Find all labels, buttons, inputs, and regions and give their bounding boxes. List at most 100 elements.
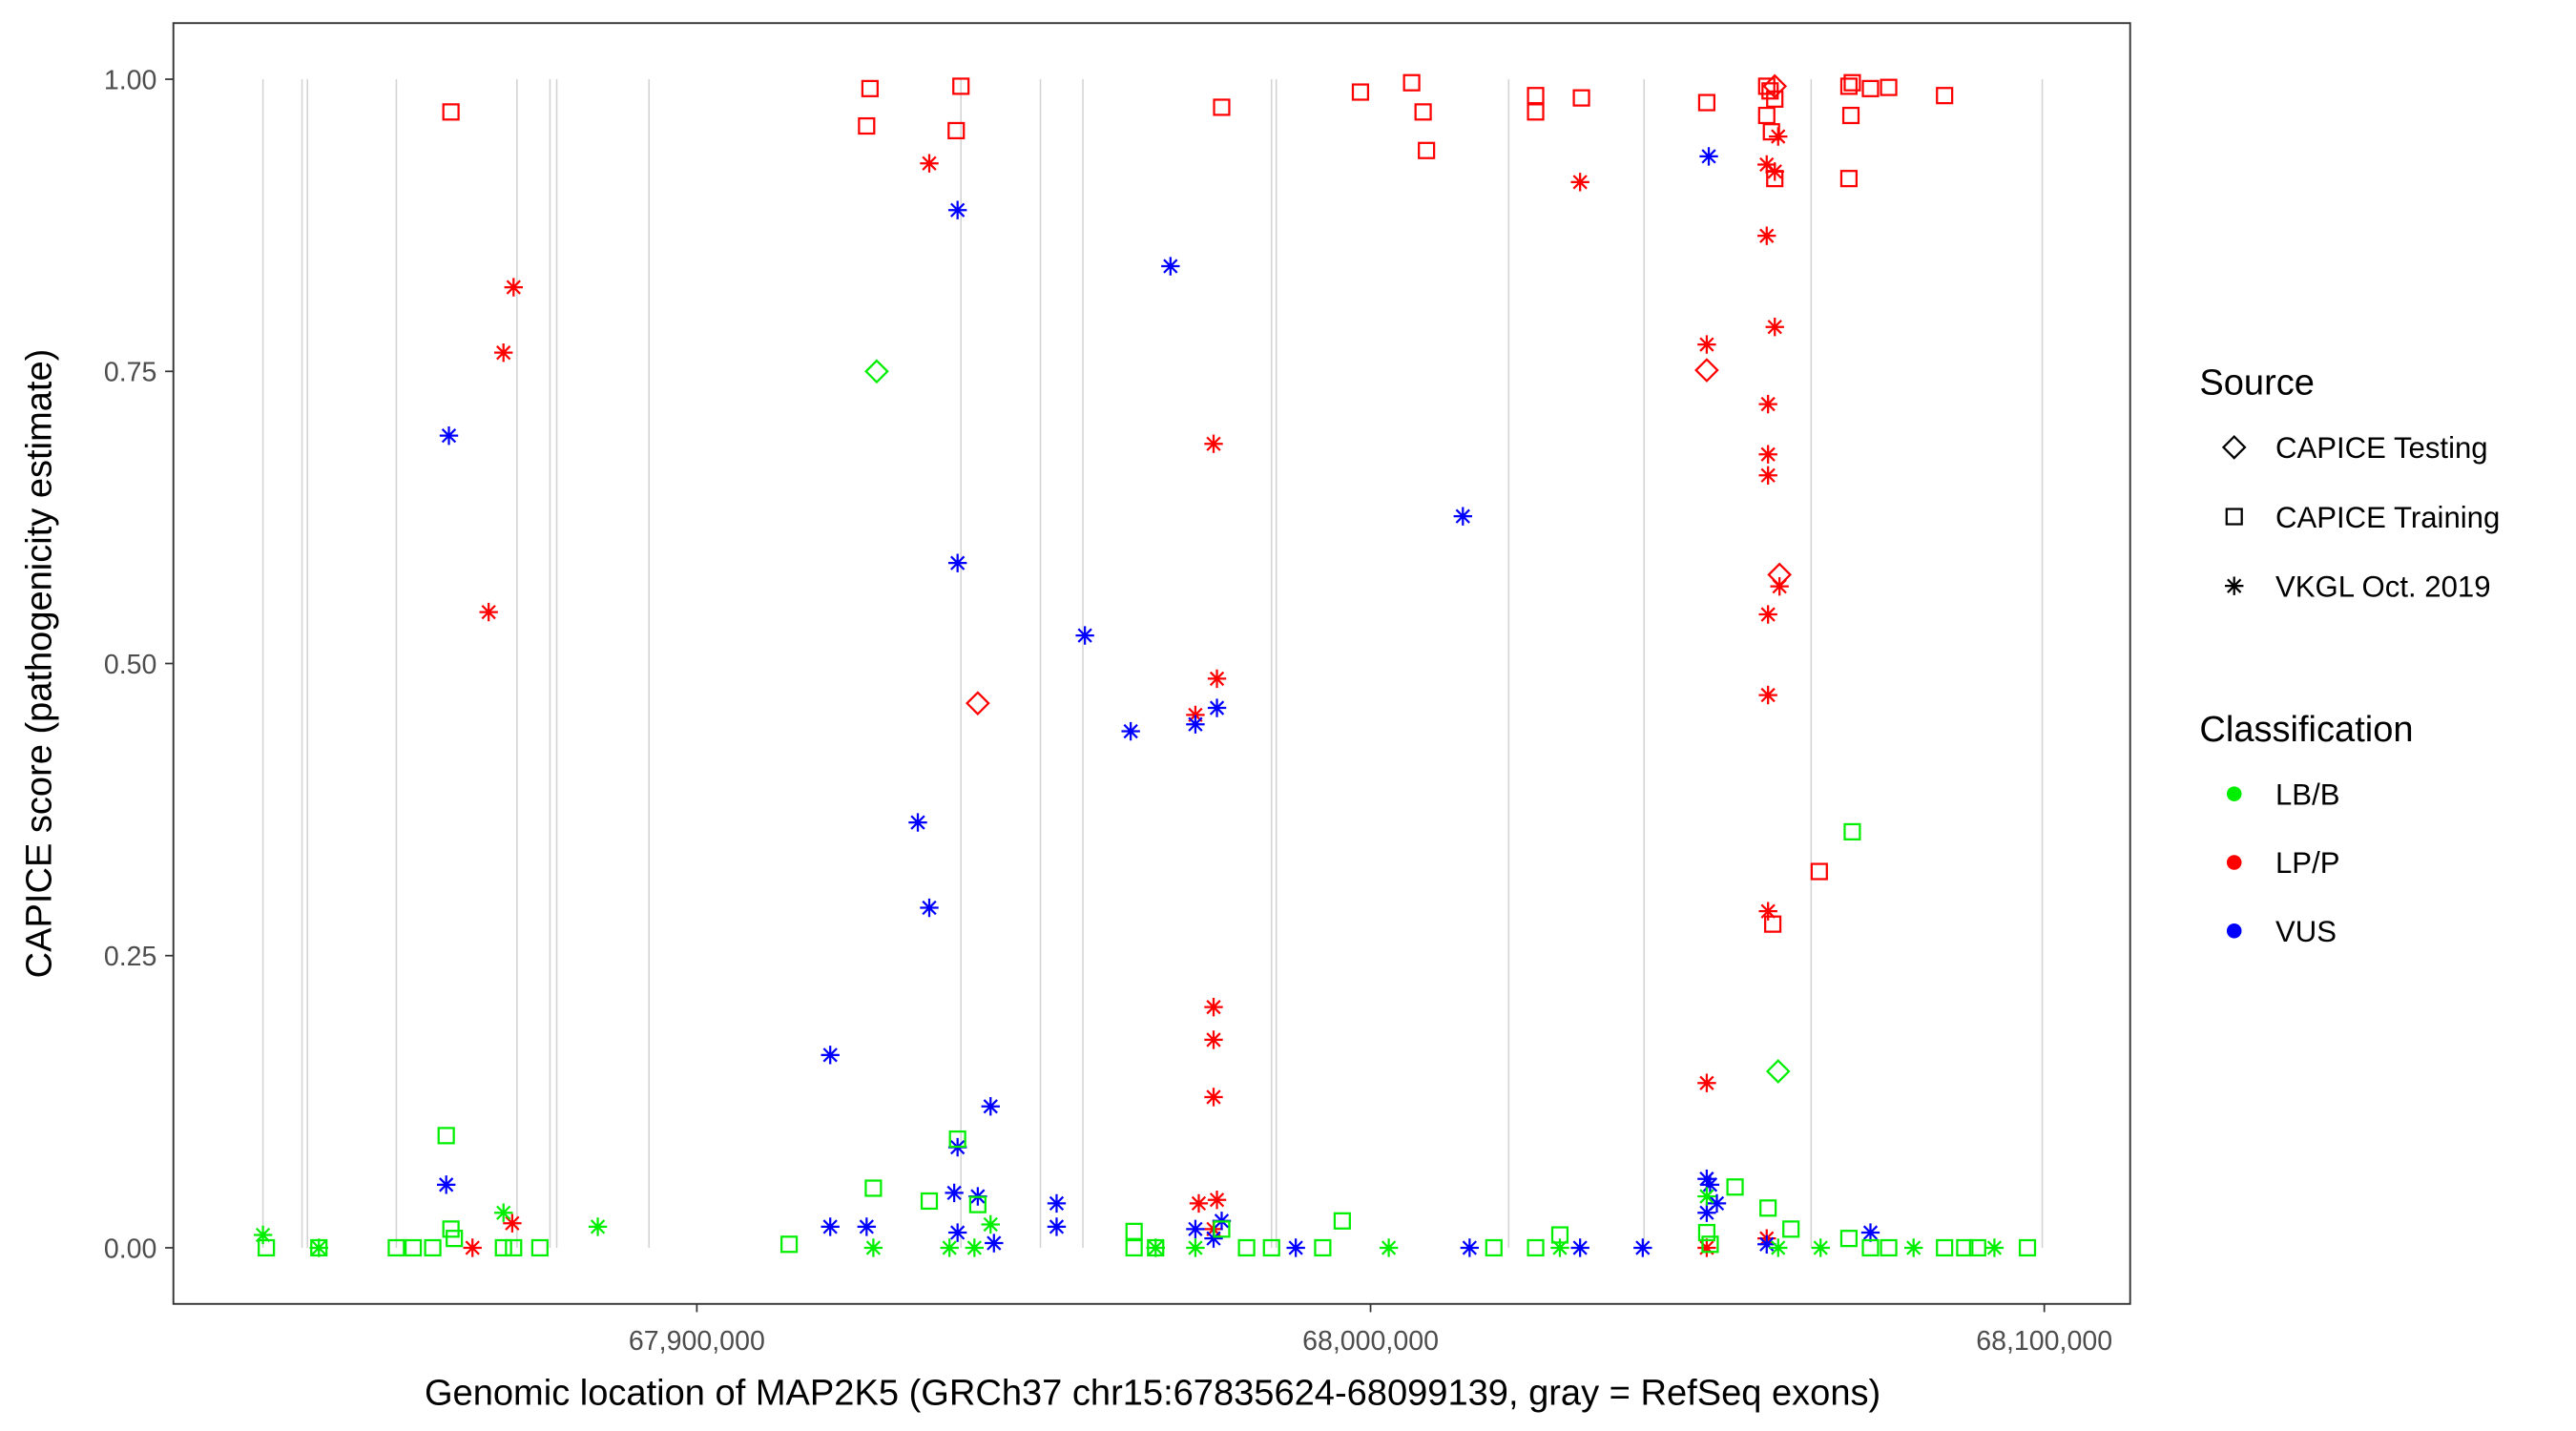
legend-dot-icon bbox=[2226, 855, 2242, 870]
data-point bbox=[1189, 1193, 1209, 1213]
data-point bbox=[985, 1234, 1004, 1253]
series-vkgl-oct-2019-lb-b bbox=[253, 1187, 2005, 1257]
data-point bbox=[948, 1130, 966, 1149]
data-point bbox=[1204, 434, 1223, 453]
data-point bbox=[1757, 226, 1776, 245]
data-point bbox=[1726, 1178, 1744, 1196]
data-point bbox=[1527, 87, 1545, 105]
data-point bbox=[1765, 1059, 1791, 1084]
data-point bbox=[821, 1046, 840, 1065]
data-point bbox=[1204, 1229, 1223, 1248]
data-point bbox=[1904, 1238, 1923, 1257]
legend-classification-item: LB/B bbox=[2275, 778, 2339, 811]
data-point bbox=[780, 1235, 799, 1254]
data-point bbox=[920, 154, 939, 173]
data-point bbox=[1766, 90, 1784, 108]
data-point bbox=[945, 1183, 964, 1203]
data-point bbox=[1765, 162, 1784, 181]
data-point bbox=[1810, 862, 1828, 881]
data-point bbox=[864, 359, 889, 384]
data-point bbox=[1843, 822, 1861, 840]
legend-square-icon bbox=[2225, 508, 2243, 526]
data-point bbox=[437, 1127, 455, 1145]
data-points bbox=[253, 73, 2037, 1257]
exon-lines bbox=[261, 79, 2044, 1248]
data-point bbox=[947, 1223, 967, 1242]
data-point bbox=[1843, 73, 1861, 92]
data-point bbox=[1204, 997, 1223, 1017]
data-point bbox=[1697, 335, 1716, 354]
data-point bbox=[1333, 1212, 1351, 1230]
data-point bbox=[1146, 1238, 1165, 1257]
data-point bbox=[1936, 87, 1954, 105]
data-point bbox=[588, 1217, 608, 1236]
data-point bbox=[1207, 1191, 1227, 1210]
data-point bbox=[494, 1238, 512, 1257]
data-point bbox=[1769, 1238, 1788, 1257]
data-point bbox=[1550, 1238, 1569, 1257]
legend-dot-icon bbox=[2226, 923, 2242, 939]
data-point bbox=[446, 1230, 464, 1248]
data-point bbox=[1207, 669, 1227, 689]
data-point bbox=[940, 1238, 959, 1257]
data-point bbox=[1880, 1238, 1898, 1257]
data-point bbox=[309, 1238, 328, 1257]
data-point bbox=[1758, 394, 1777, 414]
data-point bbox=[1694, 358, 1719, 383]
data-point bbox=[966, 691, 990, 716]
data-point bbox=[1839, 77, 1858, 95]
data-point bbox=[968, 1195, 987, 1213]
data-point bbox=[253, 1225, 273, 1245]
data-point bbox=[387, 1238, 405, 1257]
data-point bbox=[1758, 605, 1777, 624]
data-point bbox=[1765, 318, 1784, 337]
data-point bbox=[1314, 1238, 1332, 1257]
data-point bbox=[437, 1175, 456, 1194]
legend-dot-icon bbox=[2226, 786, 2242, 801]
data-point bbox=[1758, 445, 1777, 464]
data-point bbox=[1758, 902, 1777, 921]
data-point bbox=[920, 898, 939, 918]
data-point bbox=[1186, 705, 1205, 725]
series-vkgl-oct-2019-lp-p bbox=[463, 127, 1789, 1257]
data-point bbox=[505, 1238, 523, 1257]
series-capice-training-lp-p bbox=[442, 73, 1954, 933]
data-point bbox=[1860, 1223, 1880, 1242]
data-point bbox=[1839, 1230, 1858, 1248]
data-point bbox=[1861, 79, 1880, 97]
data-point bbox=[947, 200, 967, 219]
data-point bbox=[1936, 1238, 1954, 1257]
data-point bbox=[463, 1238, 482, 1257]
data-point bbox=[1527, 1238, 1545, 1257]
data-point bbox=[981, 1097, 1000, 1116]
data-point bbox=[1758, 685, 1777, 705]
data-point bbox=[1414, 103, 1432, 121]
data-point bbox=[1839, 170, 1858, 188]
data-point bbox=[1697, 1223, 1715, 1242]
data-point bbox=[494, 1203, 513, 1222]
data-point bbox=[1186, 1238, 1205, 1257]
data-point bbox=[1572, 89, 1590, 107]
data-point bbox=[1984, 1238, 2005, 1257]
data-point bbox=[858, 116, 876, 135]
data-point bbox=[857, 1217, 877, 1236]
data-point bbox=[442, 1220, 460, 1238]
data-point bbox=[965, 1238, 985, 1257]
y-axis: 0.00 0.25 0.50 0.75 1.00 bbox=[104, 65, 174, 1264]
y-axis-title: CAPICE score (pathogenicity estimate) bbox=[20, 349, 60, 979]
data-point bbox=[1861, 1238, 1880, 1257]
x-axis-title: Genomic location of MAP2K5 (GRCh37 chr15… bbox=[425, 1373, 1880, 1413]
series-capice-training-lb-b bbox=[258, 822, 2037, 1257]
series-capice-testing-lb-b bbox=[864, 359, 1791, 1084]
x-tick-label: 68,100,000 bbox=[1976, 1326, 2112, 1357]
data-point bbox=[1418, 141, 1436, 159]
data-point bbox=[530, 1238, 549, 1257]
data-point bbox=[1237, 1238, 1256, 1257]
data-point bbox=[1697, 1203, 1716, 1222]
legend-classification-item: LP/P bbox=[2275, 846, 2339, 880]
data-point bbox=[952, 77, 970, 95]
data-point bbox=[1633, 1238, 1652, 1257]
data-point bbox=[1701, 1235, 1719, 1254]
data-point bbox=[863, 1238, 883, 1257]
data-point bbox=[1047, 1217, 1067, 1236]
